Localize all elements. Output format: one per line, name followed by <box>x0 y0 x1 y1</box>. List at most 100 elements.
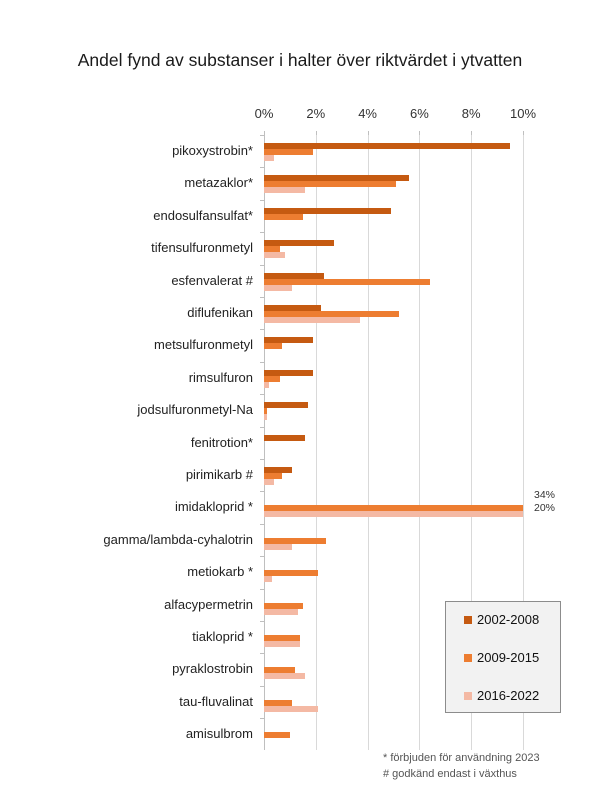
y-tick-mark <box>260 232 264 234</box>
category-row: metiokarb * <box>187 556 523 588</box>
bar-2009-2015 <box>264 311 399 317</box>
category-row: pyraklostrobin <box>172 653 523 685</box>
overflow-value-label: 34% <box>534 489 556 502</box>
category-label: tiakloprid * <box>192 629 253 644</box>
bar-2009-2015 <box>264 505 523 512</box>
category-label: diflufenikan <box>187 305 253 320</box>
category-row: alfacypermetrin <box>164 588 523 621</box>
category-label: rimsulfuron <box>188 369 253 385</box>
y-axis-line <box>264 135 265 750</box>
bar-2002-2008 <box>264 402 309 409</box>
y-tick-mark <box>260 653 264 655</box>
legend-swatch <box>464 615 472 624</box>
category-row: tau-fluvalinat <box>179 685 523 718</box>
bar-2016-2022 <box>264 317 360 323</box>
bar-2002-2008 <box>264 272 324 279</box>
bar-2009-2015 <box>264 699 293 706</box>
bar-2002-2008 <box>264 207 391 214</box>
y-tick-mark <box>260 264 264 266</box>
bar-2002-2008 <box>264 305 321 311</box>
x-tick-label: 8% <box>461 106 481 121</box>
plot-area: pikoxystrobin* metazaklor* endosulfansulfa… <box>103 135 555 750</box>
category-label: pirimikarb # <box>185 467 253 482</box>
x-tick-mark <box>264 131 265 135</box>
category-row: tifensulfuronmetyl <box>151 232 523 264</box>
bar-2009-2015 <box>264 473 283 479</box>
bar-2016-2022 <box>264 511 523 518</box>
gridline <box>367 135 369 750</box>
bar-2002-2008 <box>264 143 511 149</box>
legend-swatch <box>464 691 472 700</box>
bar-2016-2022 <box>264 284 293 291</box>
bar-2009-2015 <box>264 537 327 544</box>
bar-2016-2022 <box>264 705 319 712</box>
bar-2016-2022 <box>264 479 275 485</box>
bar-2016-2022 <box>264 641 301 647</box>
y-tick-mark <box>260 297 264 298</box>
x-tick-label: 10% <box>509 106 537 121</box>
legend: 2002-2008 2009-2015 2016-2022 <box>445 601 561 713</box>
legend-swatch <box>464 653 472 662</box>
footnote-banned: * förbjuden för användning 2023 <box>383 752 540 764</box>
bar-2009-2015 <box>264 602 303 609</box>
bar-2009-2015 <box>264 181 397 188</box>
bar-2016-2022 <box>264 673 306 680</box>
category-label: tifensulfuronmetyl <box>151 240 253 256</box>
bar-2016-2022 <box>264 608 298 615</box>
bar-2009-2015 <box>264 408 267 415</box>
category-label: tau-fluvalinat <box>179 693 253 709</box>
category-label: gamma/lambda-cyhalotrin <box>103 531 253 547</box>
bar-2009-2015 <box>264 570 319 577</box>
legend-label: 2009-2015 <box>477 650 540 665</box>
bar-2016-2022 <box>264 252 285 259</box>
bar-2002-2008 <box>264 434 306 441</box>
bar-2009-2015 <box>264 732 290 739</box>
bar-2016-2022 <box>264 576 272 583</box>
category-row: rimsulfuron <box>189 361 523 394</box>
category-row: gamma/lambda-cyhalotrin <box>103 523 523 556</box>
y-tick-mark <box>260 459 264 460</box>
bar-2009-2015 <box>264 375 280 382</box>
y-tick-mark <box>260 491 264 493</box>
bar-2016-2022 <box>264 155 275 161</box>
category-label: jodsulfuronmetyl-Na <box>137 402 253 418</box>
category-label: pikoxystrobin* <box>172 143 253 158</box>
bar-2016-2022 <box>264 414 267 421</box>
category-label: metsulfuronmetyl <box>154 337 253 353</box>
legend-label: 2016-2022 <box>477 688 540 703</box>
y-tick-mark <box>260 588 264 590</box>
overflow-value-label: 20% <box>534 502 556 515</box>
x-tick-label: 4% <box>358 106 377 121</box>
category-row: amisulbrom <box>186 718 523 750</box>
legend-label: 2002-2008 <box>477 612 540 627</box>
category-label: pyraklostrobin <box>172 661 253 677</box>
category-row: imidakloprid * <box>175 491 523 523</box>
gridline <box>315 135 317 750</box>
category-label: esfenvalerat # <box>171 272 253 288</box>
category-label: alfacypermetrin <box>164 596 253 612</box>
y-tick-mark <box>260 685 264 687</box>
bar-2016-2022 <box>264 381 270 388</box>
category-label: imidakloprid * <box>174 499 253 515</box>
footnote-greenhouse: # godkänd endast i växthus <box>383 768 517 780</box>
category-row: metazaklor* <box>184 167 523 199</box>
category-row: jodsulfuronmetyl-Na <box>137 394 523 426</box>
y-tick-mark <box>260 361 264 363</box>
y-tick-mark <box>260 556 264 558</box>
bar-2009-2015 <box>264 213 303 220</box>
category-row: endosulfansulfat* <box>153 199 523 232</box>
category-label: fenitrotion* <box>190 434 253 450</box>
bar-2009-2015 <box>264 667 296 674</box>
category-row: fenitrotion* <box>191 426 523 459</box>
x-tick-label: 2% <box>306 106 326 121</box>
y-tick-mark <box>260 718 264 720</box>
x-tick-mark <box>419 131 421 135</box>
bar-2009-2015 <box>264 635 301 641</box>
category-label: metazaklor* <box>184 175 253 191</box>
y-tick-mark <box>260 167 264 169</box>
legend-item-2002-2008: 2002-2008 <box>464 612 539 627</box>
legend-item-2016-2022: 2016-2022 <box>464 688 539 703</box>
x-tick-mark <box>367 131 369 135</box>
y-tick-mark <box>260 394 264 396</box>
y-tick-mark <box>260 329 264 331</box>
